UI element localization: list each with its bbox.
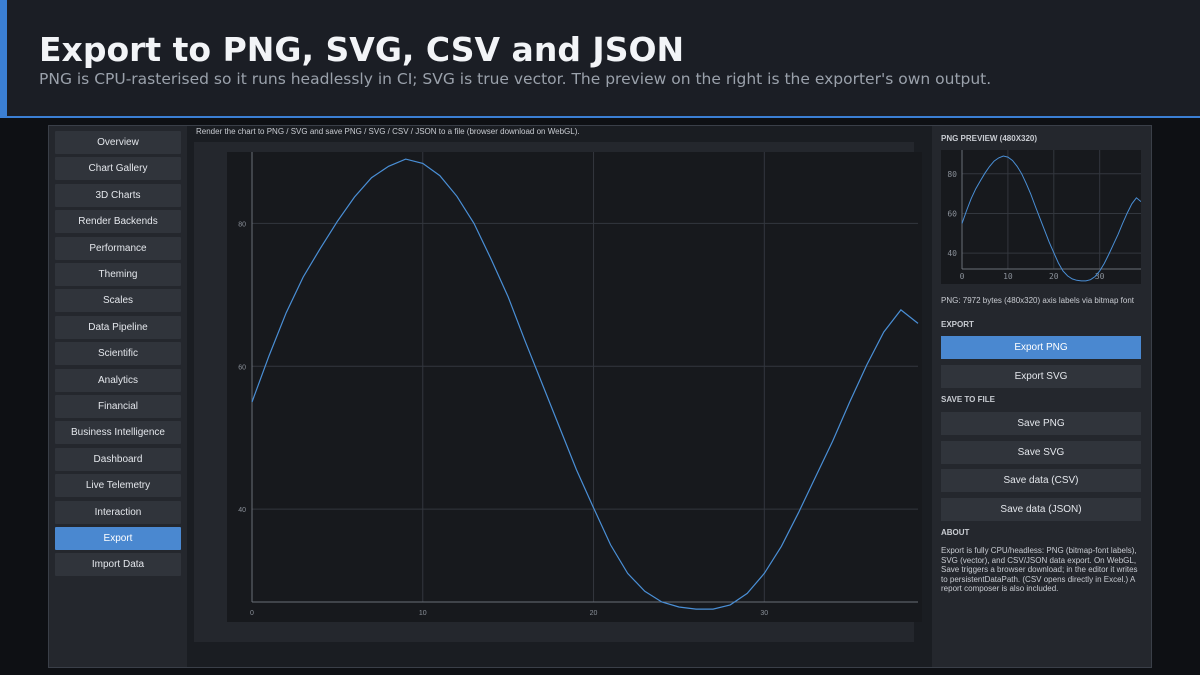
sidebar-item-performance[interactable]: Performance	[55, 236, 181, 260]
main-chart-x-tick-label: 20	[590, 610, 598, 617]
png-info-text: PNG: 7972 bytes (480x320) axis labels vi…	[941, 296, 1134, 305]
header-accent-bar	[0, 0, 7, 118]
page-subtitle: PNG is CPU-rasterised so it runs headles…	[39, 70, 992, 88]
page-title: Export to PNG, SVG, CSV and JSON	[39, 30, 685, 69]
sidebar-item-interaction[interactable]: Interaction	[55, 500, 181, 524]
save-section-title: SAVE TO FILE	[941, 395, 995, 404]
main-chart-area[interactable]: 0 10 20 30 40 60 80	[227, 152, 922, 622]
preview-chart-series-line	[961, 155, 1141, 282]
right-panel: PNG PREVIEW (480X320) 0 10 20 30 40 60 80 PNG:…	[932, 126, 1151, 667]
about-section-title: ABOUT	[941, 528, 970, 537]
save-png-button[interactable]: Save PNG	[941, 412, 1141, 435]
main-chart-y-tick-label: 80	[238, 221, 246, 228]
preview-chart-y-tick-label: 40	[947, 249, 957, 258]
main-chart-x-tick-label: 10	[419, 610, 427, 617]
sidebar-item-financial[interactable]: Financial	[55, 395, 181, 418]
sidebar: Overview Chart Gallery 3D Charts Render …	[49, 126, 187, 667]
preview-chart-x-tick-label: 30	[1095, 272, 1105, 281]
sidebar-item-import-data[interactable]: Import Data	[55, 553, 181, 577]
chart-description: Render the chart to PNG / SVG and save P…	[196, 127, 580, 136]
preview-chart-x-tick-label: 10	[1003, 272, 1013, 281]
sidebar-item-scales[interactable]: Scales	[55, 289, 181, 313]
preview-chart-x-tick-label: 20	[1049, 272, 1059, 281]
preview-title: PNG PREVIEW (480X320)	[941, 134, 1038, 143]
sidebar-item-business-intelligence[interactable]: Business Intelligence	[55, 421, 181, 445]
chart-frame: 0 10 20 30 40 60 80	[194, 142, 922, 642]
save-svg-button[interactable]: Save SVG	[941, 440, 1141, 464]
main-chart-x-tick-label: 30	[760, 610, 768, 617]
preview-chart-x-tick-label: 0	[960, 272, 965, 281]
main-chart-y-tick-label: 40	[238, 507, 246, 514]
main-chart-series-line	[251, 158, 919, 610]
sidebar-item-live-telemetry[interactable]: Live Telemetry	[55, 474, 181, 498]
sidebar-item-theming[interactable]: Theming	[55, 263, 181, 286]
png-preview: 0 10 20 30 40 60 80	[941, 150, 1141, 284]
save-csv-button[interactable]: Save data (CSV)	[941, 469, 1141, 492]
preview-chart-y-tick-label: 60	[947, 209, 957, 218]
main-chart-x-tick-label: 0	[250, 610, 254, 617]
main-content: Render the chart to PNG / SVG and save P…	[187, 126, 932, 667]
sidebar-item-dashboard[interactable]: Dashboard	[55, 447, 181, 471]
page-header: Export to PNG, SVG, CSV and JSON PNG is …	[0, 0, 1200, 118]
export-png-button[interactable]: Export PNG	[941, 336, 1141, 359]
main-chart-y-tick-label: 60	[238, 364, 246, 371]
sidebar-item-export[interactable]: Export	[55, 527, 181, 550]
export-svg-button[interactable]: Export SVG	[941, 365, 1141, 388]
sidebar-item-data-pipeline[interactable]: Data Pipeline	[55, 315, 181, 339]
preview-chart-y-tick-label: 80	[947, 170, 957, 179]
sidebar-item-overview[interactable]: Overview	[55, 131, 181, 154]
demo-app-window: Overview Chart Gallery 3D Charts Render …	[48, 125, 1152, 668]
sidebar-item-chart-gallery[interactable]: Chart Gallery	[55, 157, 181, 181]
about-text: Export is fully CPU/headless: PNG (bitma…	[941, 546, 1138, 594]
sidebar-item-3d-charts[interactable]: 3D Charts	[55, 183, 181, 207]
preview-line-chart: 0 10 20 30 40 60 80	[947, 150, 1141, 282]
sidebar-item-render-backends[interactable]: Render Backends	[55, 210, 181, 234]
sidebar-item-analytics[interactable]: Analytics	[55, 368, 181, 392]
export-section-title: EXPORT	[941, 320, 974, 329]
main-line-chart[interactable]: 0 10 20 30 40 60 80	[227, 152, 922, 622]
sidebar-item-scientific[interactable]: Scientific	[55, 342, 181, 366]
save-json-button[interactable]: Save data (JSON)	[941, 497, 1141, 521]
